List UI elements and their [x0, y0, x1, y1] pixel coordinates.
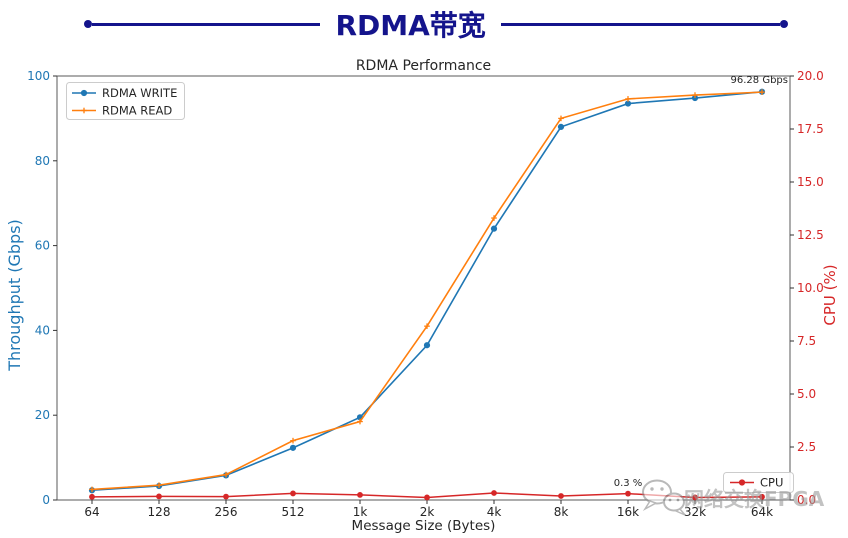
- x-tick-label: 256: [215, 505, 238, 519]
- x-tick-label: 32k: [684, 505, 706, 519]
- wechat-icon-small-bubble: [663, 492, 685, 512]
- series-rdma-write: [88, 88, 766, 494]
- legend-throughput: RDMA WRITE RDMA READ: [66, 82, 185, 120]
- x-tick-label: 16k: [617, 505, 639, 519]
- data-point: [156, 493, 162, 500]
- watermark-text: 网络交换FPGA: [684, 487, 825, 511]
- x-tick-label: 4k: [487, 505, 502, 519]
- left-tick-label: 80: [35, 154, 50, 168]
- data-point: [423, 342, 431, 349]
- series-line: [91, 91, 763, 491]
- data-point: [424, 494, 430, 501]
- left-tick-label: 0: [42, 493, 50, 507]
- right-tick-label: 12.5: [797, 228, 824, 242]
- wechat-icon-eye: [668, 498, 672, 502]
- wechat-icon-eye: [676, 498, 680, 502]
- header-left-dot: [84, 20, 92, 28]
- wechat-icon-small-tail: [674, 508, 686, 516]
- right-axis-title: CPU (%): [821, 264, 839, 325]
- data-point: [290, 490, 296, 497]
- x-tick-label: 64k: [751, 505, 773, 519]
- data-point: [89, 493, 95, 500]
- left-tick-label: 20: [35, 408, 50, 422]
- x-tick-label: 128: [148, 505, 171, 519]
- wechat-icon-eye: [660, 487, 664, 491]
- data-point: [759, 493, 765, 500]
- data-point: [691, 94, 699, 102]
- legend-box: [723, 472, 794, 493]
- legend-cpu: CPU: [723, 472, 794, 493]
- series-rdma-read: [89, 89, 765, 493]
- data-point: [558, 493, 564, 499]
- page-title: RDMA带宽: [335, 9, 486, 42]
- wechat-icon-eye: [650, 487, 654, 491]
- data-point: [625, 490, 631, 497]
- data-point: [357, 492, 363, 498]
- left-tick-label: 40: [35, 323, 50, 337]
- data-point: [692, 494, 698, 501]
- right-tick-label: 7.5: [797, 334, 816, 348]
- right-tick-label: 10.0: [797, 281, 824, 295]
- wechat-icon: [642, 479, 672, 505]
- x-tick-label: 512: [282, 505, 305, 519]
- chart-title: RDMA Performance: [356, 58, 491, 74]
- header-left-rule: [92, 22, 321, 26]
- data-point: [490, 225, 498, 232]
- right-tick-label: 2.5: [797, 440, 816, 454]
- x-tick-label: 2k: [420, 505, 435, 519]
- data-point: [738, 479, 746, 486]
- x-tick-label: 8k: [554, 505, 569, 519]
- header-right-dot: [780, 20, 789, 28]
- watermark: 网络交换FPGA: [642, 479, 825, 516]
- right-tick-label: 0.0: [797, 493, 816, 507]
- header-right-rule: [500, 22, 781, 26]
- right-tick-label: 17.5: [797, 122, 824, 136]
- data-point: [223, 493, 229, 500]
- annotation-cpu-value: 0.3 %: [614, 478, 643, 489]
- series-line: [91, 90, 763, 492]
- plot-border: [56, 75, 791, 501]
- right-tick-label: 15.0: [797, 175, 824, 189]
- header-banner: RDMA带宽: [84, 6, 789, 42]
- x-tick-label: 64: [84, 505, 99, 519]
- x-axis-title: Message Size (Bytes): [352, 518, 496, 534]
- data-point: [491, 490, 497, 496]
- left-tick-label: 60: [35, 239, 50, 253]
- right-tick-label: 5.0: [797, 387, 816, 401]
- wechat-icon-tail: [642, 500, 658, 512]
- legend-label: RDMA WRITE: [102, 86, 177, 100]
- data-point: [624, 100, 632, 107]
- right-tick-label: 20.0: [797, 69, 824, 83]
- data-point: [80, 89, 88, 97]
- data-point: [289, 444, 297, 451]
- data-point: [557, 123, 565, 130]
- left-tick-label: 100: [27, 69, 50, 83]
- left-axis-title: Throughput (Gbps): [5, 219, 24, 372]
- annotation-max-throughput: 96.28 Gbps: [731, 75, 788, 86]
- x-tick-label: 1k: [353, 505, 368, 519]
- legend-label: CPU: [760, 476, 783, 490]
- legend-label: RDMA READ: [102, 104, 172, 118]
